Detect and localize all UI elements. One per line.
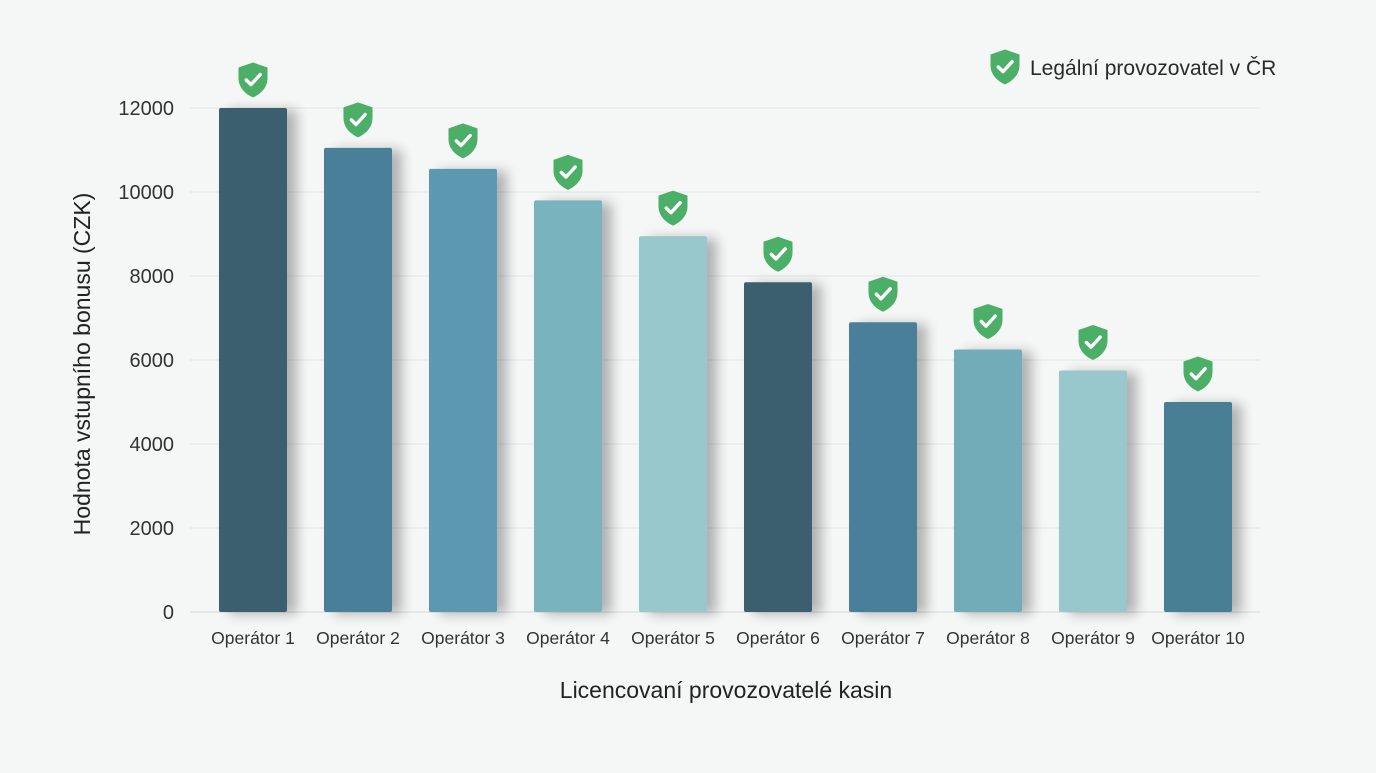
bar [429, 168, 497, 612]
y-tick-label: 8000 [130, 266, 175, 288]
x-tick-label: Operátor 8 [946, 628, 1030, 648]
bar [324, 147, 392, 612]
x-tick-label: Operátor 5 [631, 628, 715, 648]
shield-check-icon [866, 275, 900, 314]
y-tick-label: 10000 [118, 182, 174, 204]
y-axis-ticks: 0 2000 4000 6000 8000 10000 12000 [118, 98, 174, 624]
x-tick-label: Operátor 7 [841, 628, 925, 648]
y-tick-label: 4000 [130, 434, 175, 456]
shield-check-icon [1181, 355, 1215, 393]
shield-check-icon [656, 189, 690, 228]
x-tick-label: Operátor 6 [736, 628, 820, 648]
bar [954, 349, 1022, 612]
bar [1059, 370, 1127, 612]
bars [219, 108, 1232, 612]
x-tick-label: Operátor 3 [421, 628, 505, 648]
shield-check-icon [236, 61, 270, 99]
x-tick-label: Operátor 1 [211, 628, 295, 648]
legend-shield-check-icon [988, 48, 1022, 86]
shield-check-icon [446, 121, 480, 160]
legend: Legální provozovatel v ČR [988, 48, 1276, 86]
bar [639, 236, 707, 612]
shield-check-icon [761, 235, 795, 274]
shield-check-icon [551, 153, 585, 192]
y-tick-label: 2000 [130, 518, 175, 540]
bar [744, 282, 812, 612]
x-tick-label: Operátor 2 [316, 628, 400, 648]
x-tick-label: Operátor 10 [1151, 628, 1245, 648]
x-tick-label: Operátor 4 [526, 628, 610, 648]
y-tick-label: 6000 [130, 350, 175, 372]
shield-check-icon [971, 302, 1005, 341]
shield-check-icon [1076, 323, 1110, 362]
bar [219, 108, 287, 612]
shield-check-icon [341, 100, 375, 139]
bar [534, 200, 602, 612]
y-axis-title: Hodnota vstupního bonusu (CZK) [69, 193, 95, 536]
x-tick-label: Operátor 9 [1051, 628, 1135, 648]
bar [1164, 402, 1232, 612]
y-tick-label: 0 [163, 602, 174, 624]
bar [849, 322, 917, 612]
legend-label: Legální provozovatel v ČR [1030, 57, 1276, 80]
x-axis-ticks: Operátor 1 Operátor 2 Operátor 3 Operátor 4… [211, 628, 1245, 648]
x-axis-title: Licencovaní provozovatelé kasin [560, 677, 892, 703]
y-tick-label: 12000 [118, 98, 174, 120]
